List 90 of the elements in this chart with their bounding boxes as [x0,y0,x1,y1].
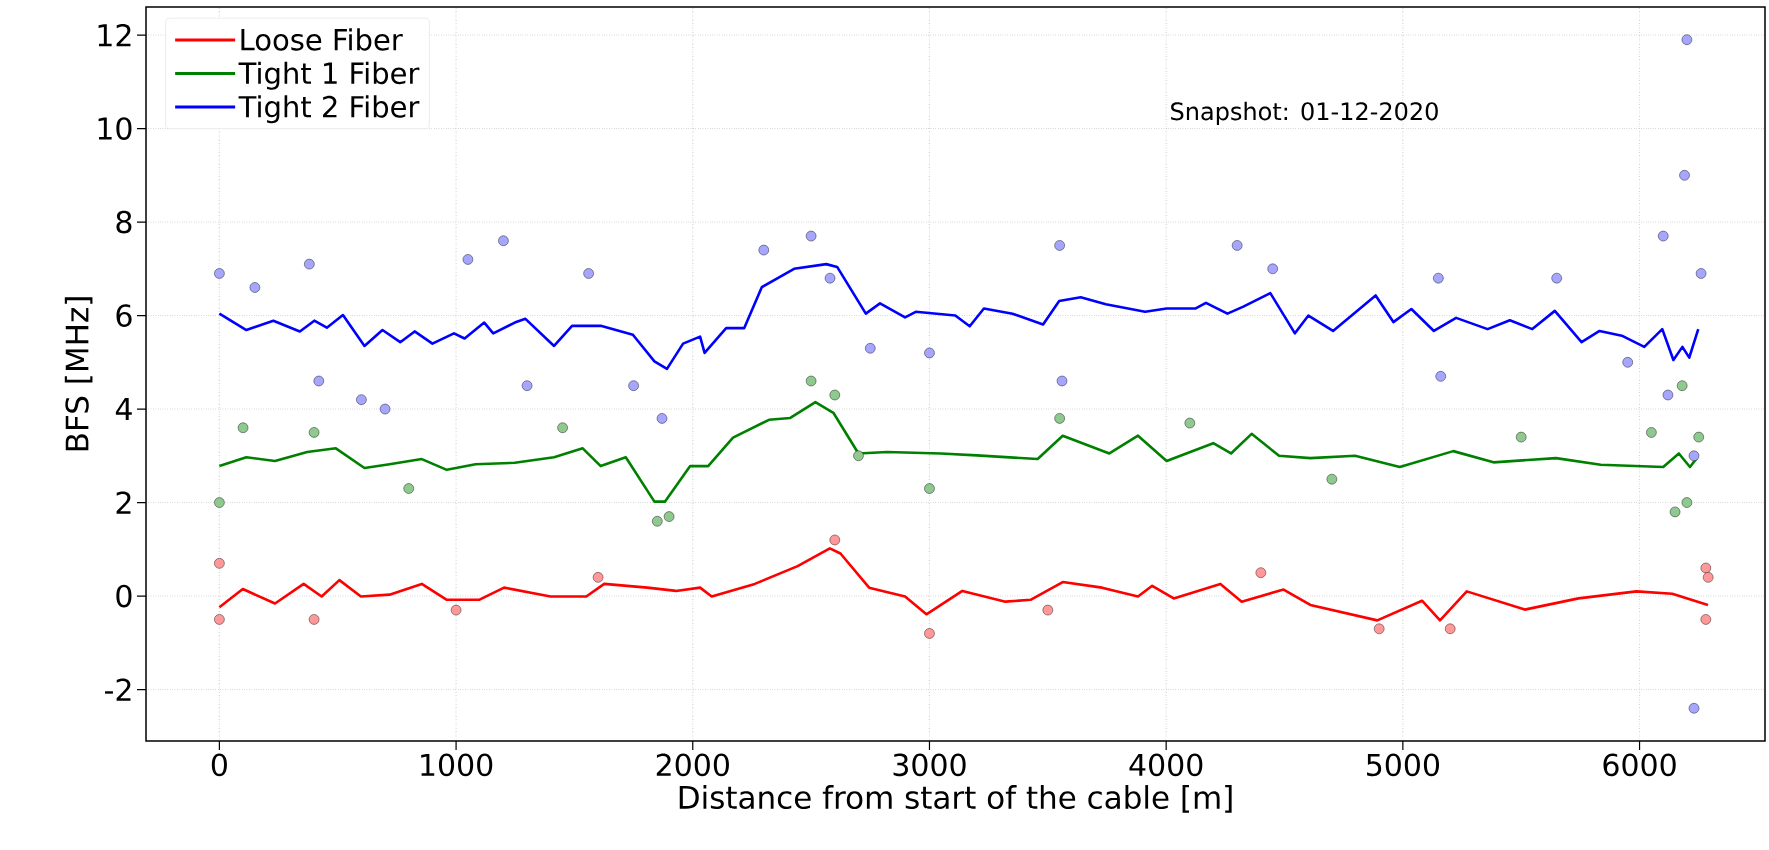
point [249,282,261,293]
point [1445,623,1456,634]
point [924,628,935,639]
line-series [218,547,1710,622]
point [1681,34,1693,45]
point [214,268,225,279]
point [1681,497,1693,508]
point [1042,604,1054,616]
point [1373,623,1385,634]
point [1056,375,1068,387]
legend-label: Tight 1 Fiber [238,61,420,90]
point [1184,417,1196,429]
point [1700,562,1712,574]
point [1646,427,1657,438]
point [853,450,864,461]
y-tick-label: 12 [98,23,131,47]
point [583,268,594,279]
point [1679,170,1690,181]
point [824,272,836,284]
point [1435,371,1446,382]
point [663,511,675,522]
point [592,572,604,583]
y-tick-label: 10 [98,117,132,140]
point [829,389,840,401]
point [1255,567,1267,578]
point [308,427,320,438]
point [498,235,509,246]
annotation: Snapshot: 01-12-2020 [1171,101,1438,126]
point [1433,272,1444,284]
x-axis-title: Distance from start of the cable [m] [679,785,1232,813]
point [829,534,840,546]
legend-label: Loose Fiber [241,28,403,51]
y-tick-label: 6 [116,304,132,327]
point [450,604,462,616]
point [1676,380,1688,391]
y-tick-label: 4 [115,398,132,420]
point [1669,506,1681,518]
point [1267,263,1278,274]
x-tick-label: 3000 [893,753,966,777]
point [214,497,225,508]
point [1695,268,1707,279]
point [1054,413,1065,424]
point [1702,572,1714,583]
point [521,380,533,391]
point [1688,450,1700,461]
point [805,375,817,387]
x-tick-label: 1000 [421,753,493,777]
point [403,483,414,494]
point [652,516,663,527]
point [308,614,320,625]
x-tick-label: 2000 [656,753,729,777]
point [313,375,324,387]
point [557,422,568,433]
point [924,347,935,359]
point [1516,431,1527,443]
y-tick-label: -2 [105,678,131,701]
x-tick-label: 0 [211,753,227,777]
point [758,244,769,256]
point [1054,240,1065,251]
point [865,343,876,354]
x-tick-label: 6000 [1603,753,1676,777]
line-series [218,262,1700,371]
point [1326,473,1338,485]
y-tick-label: 0 [116,584,132,608]
point [462,254,474,265]
point [1658,230,1669,242]
point [805,230,817,242]
point [1700,614,1712,625]
point [1551,272,1562,284]
y-axis-title: BFS [MHz] [64,297,93,451]
point [1662,389,1674,401]
y-tick-label: 2 [116,491,131,514]
point [379,403,391,415]
point [214,614,225,625]
point [1622,357,1633,368]
y-tick-label: 8 [116,210,132,234]
point [1231,240,1243,251]
line-series [218,400,1699,503]
x-tick-label: 5000 [1367,753,1440,777]
point [356,394,367,405]
point [304,258,315,270]
legend-label: Tight 2 Fiber [238,95,420,124]
point [237,422,249,433]
point [1688,703,1700,714]
x-tick-label: 4000 [1129,753,1203,777]
point [628,380,639,391]
point [1693,431,1704,443]
point [656,413,668,424]
point [214,558,225,569]
point [924,483,935,494]
